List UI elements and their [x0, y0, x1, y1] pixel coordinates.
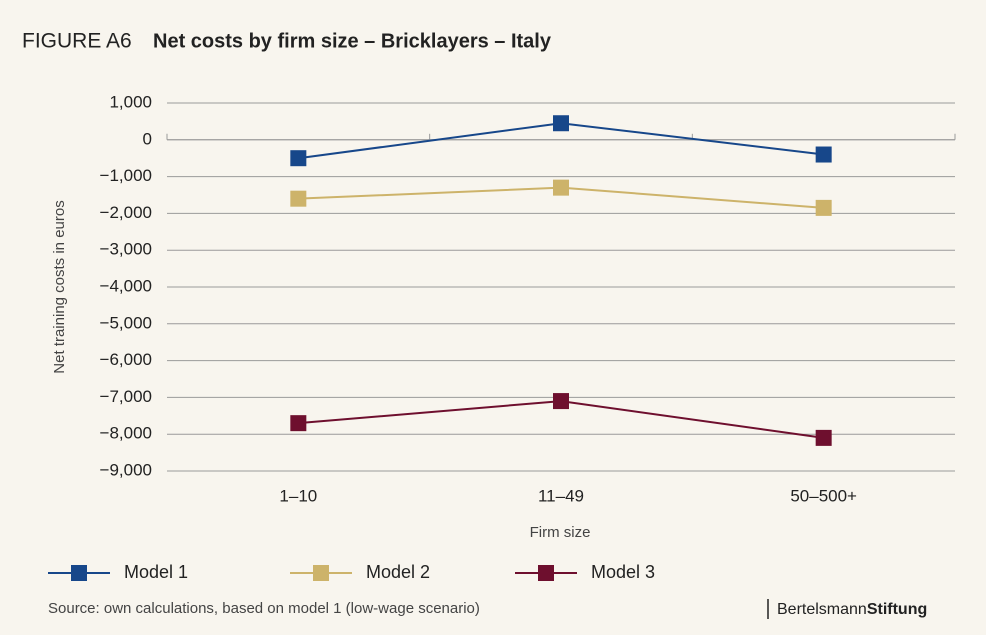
legend-marker: [538, 565, 554, 581]
marker: [553, 179, 569, 196]
y-tick-label: −5,000: [100, 313, 152, 332]
y-tick-label: −9,000: [100, 460, 152, 479]
x-tick-label: 1–10: [279, 486, 317, 505]
chart-title: Net costs by firm size – Bricklayers – I…: [153, 30, 552, 52]
brand-part: Stiftung: [867, 601, 927, 618]
source: Source: own calculations, based on model…: [48, 600, 480, 617]
marker: [815, 146, 832, 163]
legend-label: Model 3: [591, 562, 655, 582]
legend-label: Model 1: [124, 562, 188, 582]
x-tick-label: 50–500+: [790, 486, 857, 505]
y-tick-label: −7,000: [100, 387, 152, 406]
marker: [815, 429, 832, 446]
marker: [815, 199, 832, 216]
y-tick-label: −2,000: [100, 203, 152, 222]
legend-label: Model 2: [366, 562, 430, 582]
y-tick-label: 1,000: [109, 92, 152, 111]
y-tick-label: −8,000: [100, 424, 152, 443]
figure-label: FIGURE A6: [22, 30, 132, 53]
y-axis-label: Net training costs in euros: [51, 200, 68, 373]
x-axis-label: Firm size: [530, 524, 591, 541]
y-tick-label: −1,000: [100, 166, 152, 185]
marker: [553, 393, 569, 410]
marker: [290, 150, 307, 167]
brand-part: Bertelsmann: [777, 601, 867, 618]
marker: [290, 190, 307, 207]
brand: BertelsmannStiftung: [777, 601, 927, 618]
y-tick-label: −6,000: [100, 350, 152, 369]
y-tick-label: 0: [143, 129, 152, 148]
y-tick-label: −4,000: [100, 276, 152, 295]
y-tick-label: −3,000: [100, 240, 152, 259]
marker: [553, 115, 569, 132]
x-tick-label: 11–49: [538, 486, 584, 505]
legend-marker: [313, 565, 329, 581]
marker: [290, 415, 307, 432]
legend-marker: [71, 565, 87, 581]
